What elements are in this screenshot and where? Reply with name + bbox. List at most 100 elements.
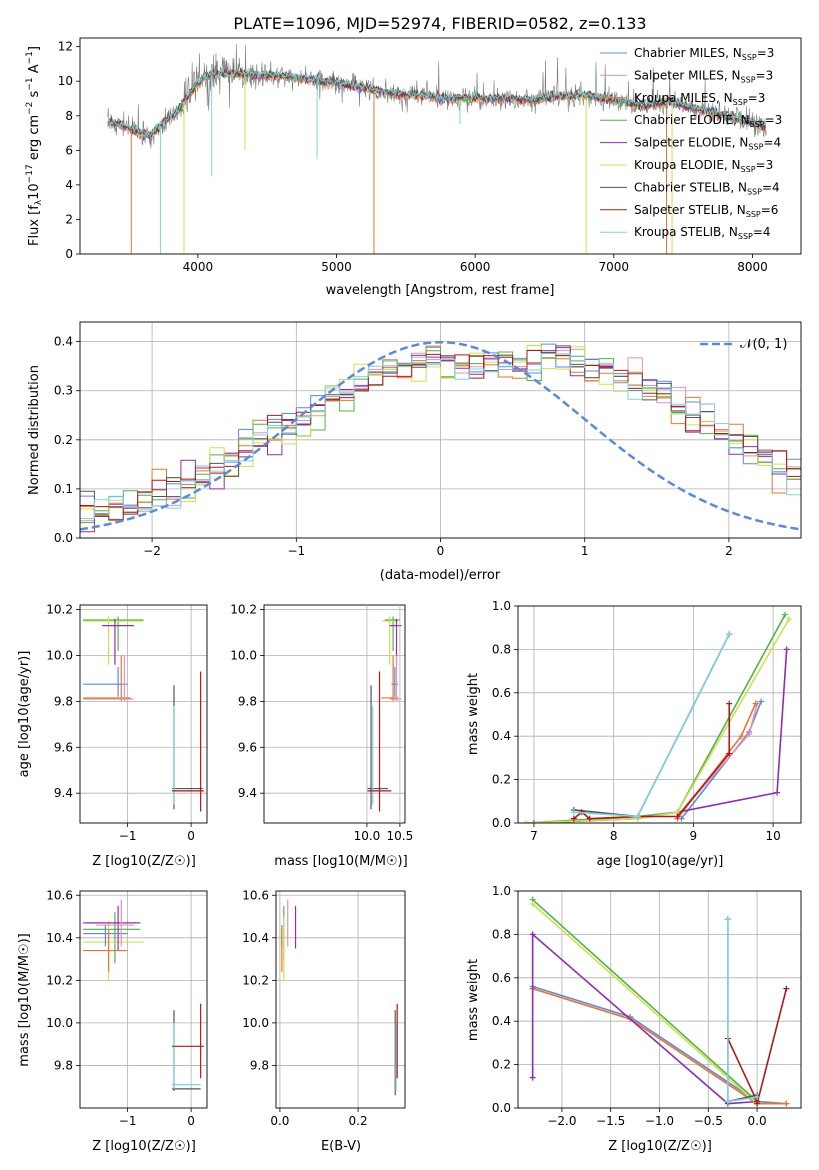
x-tick-label: −1 bbox=[287, 544, 305, 558]
x-tick-label: 0.2 bbox=[349, 1114, 368, 1128]
x-tick-label: 8 bbox=[610, 829, 618, 843]
y-tick-label: 10.0 bbox=[242, 1016, 269, 1030]
legend-entry: 𝒩(0, 1) bbox=[740, 337, 787, 352]
x-tick-label: 5000 bbox=[321, 260, 352, 274]
axes-frame bbox=[79, 604, 208, 824]
legend-entry: Salpeter MILES, NSSP=3 bbox=[634, 68, 773, 84]
weight-marker bbox=[726, 750, 733, 757]
y-tick-label: 10.0 bbox=[46, 1016, 73, 1030]
weight-y-axis-label: mass weight bbox=[466, 959, 481, 1041]
mass-y-axis-label: mass [log10(M/M☉)] bbox=[17, 933, 32, 1066]
axes-frame bbox=[517, 890, 802, 1109]
y-tick-label: 0 bbox=[65, 247, 73, 261]
weight-line-chabrier-elodie bbox=[532, 899, 758, 1104]
x-tick-label: 1 bbox=[581, 544, 589, 558]
x-tick-label: −1.0 bbox=[645, 1114, 674, 1128]
weight-marker bbox=[783, 985, 790, 992]
y-tick-label: 8 bbox=[65, 109, 73, 123]
plot-area bbox=[107, 44, 767, 254]
age-vs-metallicity-panel: −1 0 9.4 9.6 9.8 10.0 10.2 Z [log10(Z/Z☉)] age [… bbox=[17, 603, 208, 869]
y-tick-label: 0.0 bbox=[54, 531, 73, 545]
weight-vs-metallicity-panel: −2.0 −1.5 −1.0 −0.5 0.0 0.0 0.2 0.4 0.6 0.8 1.0 Z [… bbox=[466, 884, 802, 1154]
y-tick-label: 2 bbox=[65, 212, 73, 226]
weight-marker bbox=[726, 631, 733, 638]
y-tick-label: 9.8 bbox=[54, 1058, 73, 1072]
y-tick-label: 9.8 bbox=[54, 694, 73, 708]
axes-frame bbox=[263, 604, 406, 824]
legend-entry: Chabrier ELODIE, NSSP=3 bbox=[634, 113, 782, 129]
y-tick-label: 0.8 bbox=[492, 642, 511, 656]
weight-line-chabrier-miles bbox=[532, 985, 787, 1105]
x-tick-label: 10.5 bbox=[387, 829, 414, 843]
weight-line-chabrier-stelib bbox=[727, 919, 758, 1103]
residuals-y-axis-label: Normed distribution bbox=[27, 365, 42, 495]
x-tick-label: −1.5 bbox=[596, 1114, 625, 1128]
x-tick-label: 8000 bbox=[737, 260, 768, 274]
y-tick-label: 10.2 bbox=[242, 973, 269, 987]
plot-area bbox=[529, 896, 790, 1107]
y-tick-label: 10 bbox=[58, 74, 73, 88]
y-tick-label: 0.4 bbox=[54, 335, 73, 349]
y-tick-label: 6 bbox=[65, 143, 73, 157]
weight-marker bbox=[752, 700, 759, 707]
x-tick-label: 2 bbox=[725, 544, 733, 558]
figure-title: PLATE=1096, MJD=52974, FIBERID=0582, z=0… bbox=[233, 14, 646, 33]
plot-area bbox=[83, 899, 204, 1091]
spectrum-panel: 4000 5000 6000 7000 8000 0 2 4 6 8 10 12 wavelength … bbox=[25, 37, 802, 298]
legend-entry: Salpeter STELIB, NSSP=6 bbox=[634, 203, 778, 219]
model-line-kroupa-stelib bbox=[107, 65, 767, 138]
x-tick-label: −2 bbox=[143, 544, 161, 558]
x-tick-label: −1 bbox=[119, 1114, 137, 1128]
plot-area bbox=[83, 616, 204, 812]
y-tick-label: 12 bbox=[58, 40, 73, 54]
x-tick-label: 10.0 bbox=[354, 829, 381, 843]
y-tick-label: 10.6 bbox=[242, 888, 269, 902]
y-tick-label: 9.8 bbox=[250, 1058, 269, 1072]
weight-age-x-axis-label: age [log10(age/yr)] bbox=[597, 854, 724, 869]
plot-area bbox=[80, 340, 801, 533]
weight-marker bbox=[634, 813, 641, 820]
x-tick-label: −0.5 bbox=[694, 1114, 723, 1128]
axes-frame bbox=[79, 321, 802, 539]
plot-area bbox=[281, 899, 398, 1096]
legend-entry: Kroupa STELIB, NSSP=4 bbox=[634, 225, 771, 241]
axes-frame bbox=[79, 37, 802, 255]
y-tick-label: 9.4 bbox=[238, 786, 257, 800]
weight-y-axis-label: mass weight bbox=[466, 673, 481, 755]
weight-line-kroupa-stelib bbox=[573, 633, 730, 818]
weight-marker bbox=[529, 931, 536, 938]
weight-vs-age-panel: 7 8 9 10 0.0 0.2 0.4 0.6 0.8 1.0 age [log10(age/yr… bbox=[466, 599, 802, 869]
weight-marker bbox=[674, 813, 681, 820]
x-tick-label: 0.0 bbox=[748, 1114, 767, 1128]
weight-line-kroupa-elodie bbox=[525, 618, 790, 823]
x-tick-label: −2.0 bbox=[547, 1114, 576, 1128]
weight-marker bbox=[726, 700, 733, 707]
weight-marker bbox=[746, 731, 753, 738]
y-tick-label: 0.4 bbox=[492, 1014, 511, 1028]
y-tick-label: 10.0 bbox=[230, 648, 257, 662]
mass-z-x-axis-label: Z [log10(Z/Z☉)] bbox=[92, 1139, 196, 1154]
weight-marker bbox=[782, 611, 789, 618]
x-tick-label: 0 bbox=[437, 544, 445, 558]
y-tick-label: 10.0 bbox=[46, 648, 73, 662]
mass-vs-ebv-panel: 0.0 0.2 9.8 10.0 10.2 10.4 10.6 E(B-V) bbox=[242, 888, 406, 1154]
weight-marker bbox=[783, 646, 790, 653]
y-tick-label: 0.3 bbox=[54, 384, 73, 398]
y-tick-label: 0.4 bbox=[492, 729, 511, 743]
y-tick-label: 10.2 bbox=[46, 603, 73, 617]
weight-marker bbox=[774, 789, 781, 796]
histogram-salpeter-elodie bbox=[80, 347, 801, 533]
legend-entry: Kroupa MILES, NSSP=3 bbox=[634, 91, 765, 107]
y-tick-label: 9.6 bbox=[238, 740, 257, 754]
x-tick-label: 0.0 bbox=[270, 1114, 289, 1128]
axes-frame bbox=[79, 890, 208, 1109]
y-tick-label: 0.2 bbox=[492, 1058, 511, 1072]
normal-distribution-curve bbox=[80, 340, 801, 531]
weight-z-x-axis-label: Z [log10(Z/Z☉)] bbox=[608, 1139, 712, 1154]
weight-marker bbox=[754, 1100, 761, 1107]
x-tick-label: 0 bbox=[187, 829, 195, 843]
weight-marker bbox=[786, 616, 793, 623]
mass-vs-metallicity-panel: −1 0 9.8 10.0 10.2 10.4 10.6 Z [log10(Z/Z☉)] mas… bbox=[17, 888, 208, 1154]
weight-marker bbox=[783, 1100, 790, 1107]
